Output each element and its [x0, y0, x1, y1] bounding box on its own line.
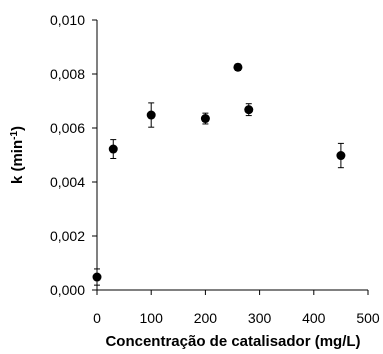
data-marker — [200, 114, 210, 124]
x-tick-label: 100 — [140, 310, 164, 326]
data-marker — [244, 105, 254, 115]
y-tick-label: 0,000 — [50, 282, 85, 298]
data-point — [336, 142, 346, 169]
x-tick-label: 400 — [302, 310, 326, 326]
chart-axes — [96, 20, 368, 291]
x-tick-label: 200 — [194, 310, 218, 326]
y-tick-label: 0,004 — [50, 174, 85, 190]
data-point — [200, 112, 210, 125]
data-point — [244, 103, 254, 117]
data-point — [108, 139, 118, 160]
y-axis-title-superscript: -1 — [9, 131, 20, 140]
y-tick-label: 0,010 — [50, 12, 85, 28]
x-axis-ticks: 0 100 200 300 400 500 — [93, 290, 380, 326]
data-points — [92, 62, 346, 286]
y-axis-title-end: ) — [9, 126, 26, 131]
data-point — [92, 268, 102, 286]
data-marker — [233, 62, 243, 72]
x-axis-title: Concentração de catalisador (mg/L) — [105, 333, 360, 350]
x-tick-label: 300 — [248, 310, 272, 326]
y-axis-ticks: 0,000 0,002 0,004 0,006 0,008 0,010 — [50, 12, 97, 298]
data-marker — [92, 272, 102, 282]
y-tick-label: 0,002 — [50, 228, 85, 244]
data-point — [233, 62, 243, 72]
data-point — [146, 102, 156, 128]
x-tick-label: 0 — [93, 310, 101, 326]
y-axis-title: k (min-1) — [9, 126, 26, 184]
y-axis-title-main: k (min — [9, 140, 26, 184]
data-marker — [146, 110, 156, 120]
data-marker — [108, 144, 118, 154]
y-tick-label: 0,008 — [50, 66, 85, 82]
y-tick-label: 0,006 — [50, 120, 85, 136]
x-tick-label: 500 — [356, 310, 380, 326]
data-marker — [336, 151, 346, 161]
